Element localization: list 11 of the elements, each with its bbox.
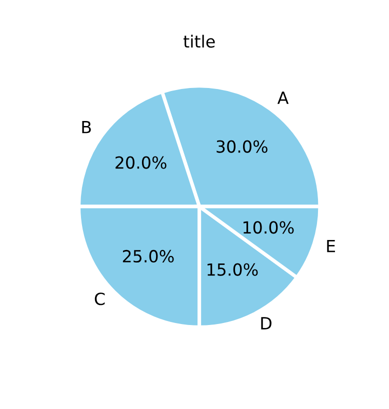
chart-title: title <box>184 34 215 48</box>
slice-label: E <box>327 240 335 252</box>
slice-label: D <box>261 317 272 330</box>
data-label: 20.0% <box>116 156 166 169</box>
data-label: 15.0% <box>208 263 258 276</box>
data-label: 30.0% <box>216 140 268 153</box>
data-label: 10.0% <box>244 221 294 234</box>
slice-label: A <box>277 92 289 104</box>
data-label: 25.0% <box>122 250 174 263</box>
slice-label: B <box>82 121 91 134</box>
slice-label: C <box>94 292 105 306</box>
